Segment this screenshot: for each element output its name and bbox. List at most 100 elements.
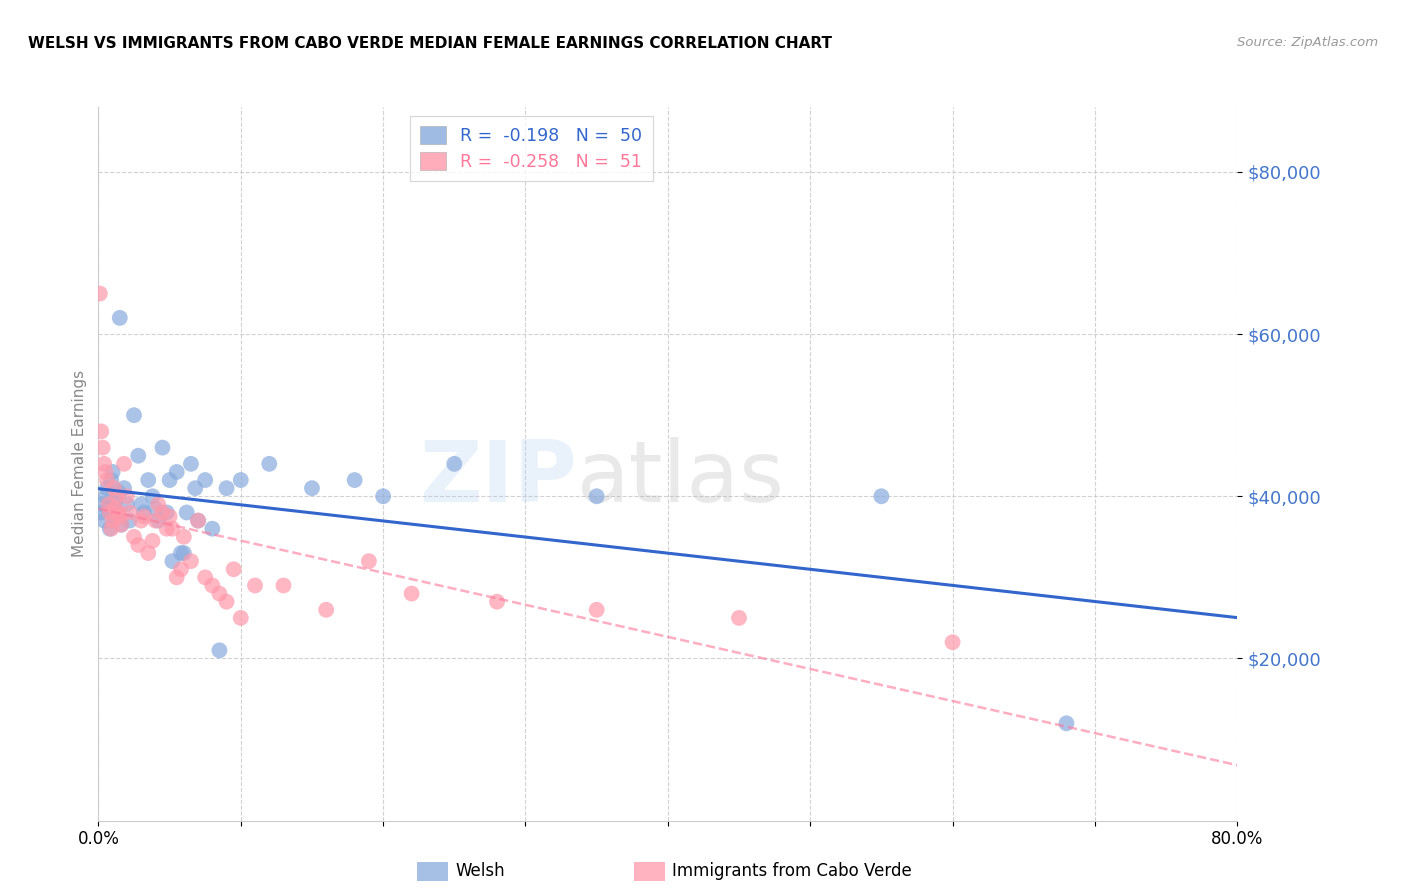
Y-axis label: Median Female Earnings: Median Female Earnings bbox=[72, 370, 87, 558]
Point bbox=[208, 643, 231, 657]
Point bbox=[585, 489, 607, 503]
Point bbox=[166, 570, 188, 584]
Point bbox=[170, 562, 193, 576]
Point bbox=[1056, 716, 1078, 731]
Point bbox=[187, 514, 209, 528]
Point bbox=[107, 506, 129, 520]
Point bbox=[129, 497, 152, 511]
Point bbox=[100, 473, 122, 487]
Point bbox=[94, 465, 117, 479]
Point bbox=[273, 578, 295, 592]
Point bbox=[145, 501, 167, 516]
Text: ZIP: ZIP bbox=[419, 436, 576, 520]
Point bbox=[728, 611, 751, 625]
Point bbox=[110, 517, 132, 532]
Point bbox=[91, 441, 114, 455]
Point bbox=[108, 310, 131, 325]
Point bbox=[103, 509, 125, 524]
Point bbox=[373, 489, 395, 503]
Point bbox=[118, 514, 141, 528]
Point bbox=[259, 457, 281, 471]
Point bbox=[127, 449, 149, 463]
Point bbox=[215, 481, 238, 495]
Point bbox=[96, 481, 118, 495]
Point bbox=[148, 497, 170, 511]
Point bbox=[486, 595, 509, 609]
Point bbox=[159, 509, 181, 524]
Text: WELSH VS IMMIGRANTS FROM CABO VERDE MEDIAN FEMALE EARNINGS CORRELATION CHART: WELSH VS IMMIGRANTS FROM CABO VERDE MEDI… bbox=[28, 36, 832, 51]
Point bbox=[170, 546, 193, 560]
Point bbox=[132, 506, 155, 520]
Legend: R =  -0.198   N =  50, R =  -0.258   N =  51: R = -0.198 N = 50, R = -0.258 N = 51 bbox=[409, 116, 652, 181]
Text: Welsh: Welsh bbox=[456, 863, 505, 880]
Point bbox=[208, 586, 231, 600]
Point bbox=[870, 489, 893, 503]
Point bbox=[108, 509, 131, 524]
Point bbox=[132, 509, 155, 524]
Text: atlas: atlas bbox=[576, 436, 785, 520]
Point bbox=[103, 481, 125, 495]
Point bbox=[315, 603, 337, 617]
Text: Immigrants from Cabo Verde: Immigrants from Cabo Verde bbox=[672, 863, 911, 880]
Point bbox=[301, 481, 323, 495]
Point bbox=[156, 522, 179, 536]
Point bbox=[194, 570, 217, 584]
Point bbox=[229, 473, 252, 487]
Point bbox=[98, 506, 121, 520]
Point bbox=[136, 473, 159, 487]
Point bbox=[585, 603, 607, 617]
Point bbox=[101, 465, 124, 479]
Point bbox=[145, 514, 167, 528]
Point bbox=[229, 611, 252, 625]
Point bbox=[127, 538, 149, 552]
Point bbox=[112, 457, 135, 471]
Point bbox=[107, 485, 129, 500]
Point bbox=[148, 514, 170, 528]
Point bbox=[105, 489, 128, 503]
Point bbox=[115, 489, 138, 503]
Point bbox=[94, 489, 117, 503]
Point bbox=[97, 501, 120, 516]
Point bbox=[141, 533, 163, 548]
Point bbox=[156, 506, 179, 520]
Point bbox=[136, 546, 159, 560]
Point bbox=[173, 546, 195, 560]
Point bbox=[942, 635, 965, 649]
Point bbox=[201, 522, 224, 536]
Point bbox=[110, 517, 132, 532]
Point bbox=[90, 425, 112, 439]
Point bbox=[89, 286, 111, 301]
Point bbox=[184, 481, 207, 495]
Point bbox=[112, 481, 135, 495]
Point bbox=[187, 514, 209, 528]
Point bbox=[162, 554, 184, 568]
Point bbox=[93, 457, 115, 471]
Point bbox=[122, 408, 145, 422]
Point bbox=[104, 501, 127, 516]
Point bbox=[104, 493, 127, 508]
Point bbox=[215, 595, 238, 609]
Point bbox=[173, 530, 195, 544]
Point bbox=[357, 554, 380, 568]
Point bbox=[159, 473, 181, 487]
Point bbox=[201, 578, 224, 592]
Point bbox=[141, 489, 163, 503]
Point bbox=[96, 473, 118, 487]
Point bbox=[101, 514, 124, 528]
Point bbox=[243, 578, 266, 592]
Point bbox=[118, 506, 141, 520]
Point bbox=[152, 441, 174, 455]
Point bbox=[166, 465, 188, 479]
Point bbox=[180, 554, 202, 568]
Point bbox=[97, 497, 120, 511]
Point bbox=[343, 473, 366, 487]
Point bbox=[91, 497, 114, 511]
Text: Source: ZipAtlas.com: Source: ZipAtlas.com bbox=[1237, 36, 1378, 49]
Point bbox=[90, 506, 112, 520]
Point bbox=[401, 586, 423, 600]
Point bbox=[443, 457, 465, 471]
Point bbox=[105, 506, 128, 520]
Point bbox=[222, 562, 245, 576]
Point bbox=[115, 497, 138, 511]
Point bbox=[122, 530, 145, 544]
